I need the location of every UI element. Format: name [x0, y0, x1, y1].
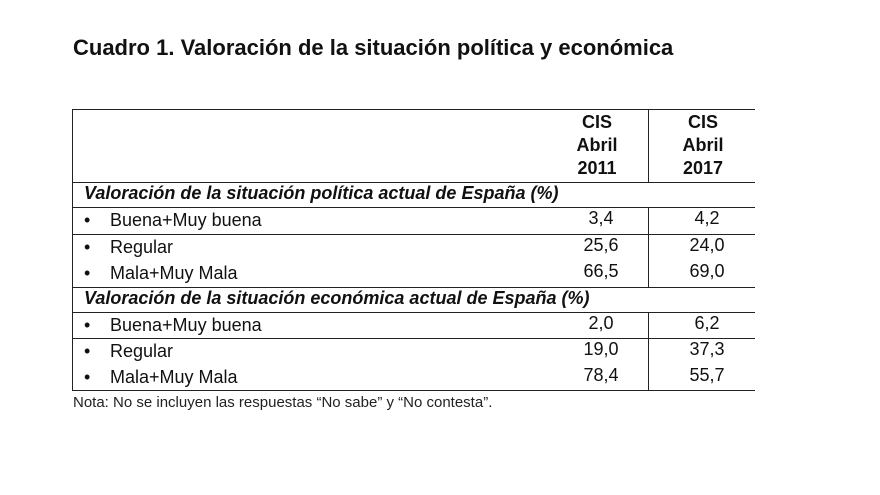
- table-note: Nota: No se incluyen las respuestas “No …: [73, 394, 493, 411]
- bullet: •: [84, 263, 91, 283]
- rule: [72, 207, 755, 208]
- header-line: CIS: [581, 112, 612, 132]
- value-2011: 78,4: [583, 365, 619, 385]
- header-line: 2011: [577, 158, 617, 178]
- section-heading-economica: Valoración de la situación económica act…: [84, 288, 590, 308]
- header-line: Abril: [576, 135, 618, 155]
- value-2011: 66,5: [583, 261, 619, 281]
- header-line: CIS: [687, 112, 718, 132]
- rule: [72, 390, 755, 391]
- table-title: Cuadro 1. Valoración de la situación pol…: [73, 35, 674, 60]
- value-2011: 2,0: [588, 313, 614, 333]
- rule: [648, 109, 649, 183]
- value-2017: 6,2: [694, 313, 720, 333]
- rule: [72, 109, 73, 391]
- column-header-2017: CIS Abril 2017: [658, 111, 748, 180]
- value-2017: 24,0: [689, 235, 725, 255]
- value-2011: 25,6: [583, 235, 619, 255]
- value-2017: 37,3: [689, 339, 725, 359]
- bullet: •: [84, 210, 91, 230]
- rule: [72, 338, 755, 339]
- row-label: Mala+Muy Mala: [110, 263, 238, 283]
- header-line: Abril: [682, 135, 724, 155]
- value-2017: 69,0: [689, 261, 725, 281]
- header-line: 2017: [682, 158, 724, 178]
- value-2017: 55,7: [689, 365, 725, 385]
- value-2017: 4,2: [694, 208, 720, 228]
- row-label: Buena+Muy buena: [110, 315, 262, 335]
- value-2011: 3,4: [588, 208, 614, 228]
- section-heading-politica: Valoración de la situación política actu…: [84, 183, 559, 203]
- row-label: Regular: [110, 237, 174, 257]
- row-label: Regular: [110, 341, 174, 361]
- column-header-2011: CIS Abril 2011: [552, 111, 642, 180]
- bullet: •: [84, 237, 91, 257]
- bullet: •: [84, 341, 91, 361]
- row-label: Mala+Muy Mala: [110, 367, 238, 387]
- data-table: CIS Abril 2011 CIS Abril 2017 Valoración…: [72, 109, 755, 391]
- rule: [72, 287, 755, 288]
- rule: [72, 109, 755, 110]
- row-label: Buena+Muy buena: [110, 210, 262, 230]
- rule: [72, 312, 755, 313]
- rule: [648, 207, 649, 288]
- rule: [648, 312, 649, 391]
- rule: [72, 234, 755, 235]
- bullet: •: [84, 315, 91, 335]
- value-2011: 19,0: [583, 339, 619, 359]
- bullet: •: [84, 367, 91, 387]
- rule: [72, 182, 755, 183]
